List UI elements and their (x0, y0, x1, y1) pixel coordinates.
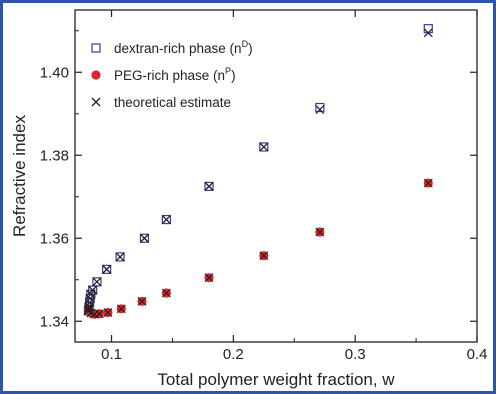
data-point (92, 277, 102, 287)
cross-stroke (103, 308, 113, 317)
axis-ticks (75, 10, 478, 342)
data-point (259, 251, 269, 261)
cross-stroke (315, 227, 325, 237)
data-point (139, 233, 149, 243)
y-tick-label: 1.34 (40, 313, 69, 330)
data-point (423, 178, 433, 188)
x-tick-label: 0.3 (345, 346, 366, 363)
data-point (204, 181, 214, 191)
data-point (161, 214, 171, 225)
y-axis-title: Refractive index (10, 115, 29, 237)
legend-marker (91, 43, 101, 53)
data-point (423, 24, 433, 34)
cross-stroke (161, 288, 171, 298)
legend-marker (91, 97, 101, 107)
cross-stroke (204, 273, 214, 283)
legend-label: theoretical estimate (114, 95, 231, 110)
data-point (137, 296, 147, 306)
cross-stroke (315, 105, 325, 115)
data-point (102, 264, 112, 274)
series-1 (83, 178, 433, 319)
x-tick-label: 0.2 (223, 346, 244, 363)
legend: dextran-rich phase (nD) PEG-rich phase (n… (91, 39, 253, 110)
data-point (92, 277, 102, 287)
data-point (161, 215, 171, 225)
data-point (115, 252, 125, 262)
series-2 (83, 28, 433, 319)
cross-stroke (92, 277, 102, 287)
data-point (315, 105, 325, 115)
cross-stroke (139, 233, 149, 243)
cross-stroke (423, 28, 433, 38)
x-tick-label: 0.1 (101, 346, 122, 363)
legend-label: PEG-rich phase (nP) (114, 66, 236, 83)
x-tick-label: 0.4 (467, 346, 488, 363)
data-point (315, 227, 325, 237)
data-point (88, 285, 98, 295)
cross-stroke (83, 304, 93, 314)
data-point (115, 252, 125, 262)
data-point (315, 102, 325, 113)
data-points (83, 24, 433, 319)
cross-stroke (86, 308, 96, 318)
legend-marker (91, 70, 101, 80)
cross-stroke (259, 142, 269, 152)
y-tick-label: 1.36 (40, 230, 69, 247)
cross-stroke (423, 178, 433, 188)
cross-stroke (259, 251, 269, 261)
cross-stroke (161, 215, 171, 225)
plot-area (74, 9, 478, 343)
data-point (204, 181, 214, 191)
data-point (102, 264, 112, 274)
cross-stroke (94, 309, 104, 319)
data-point (103, 308, 113, 317)
cross-stroke (137, 296, 147, 306)
data-point (116, 304, 126, 314)
data-point (204, 273, 214, 283)
x-axis-title: Total polymer weight fraction, w (157, 370, 395, 389)
y-tick-label: 1.38 (40, 147, 69, 164)
cross-stroke (116, 304, 126, 314)
cross-stroke (102, 264, 112, 274)
cross-stroke (91, 97, 101, 107)
data-point (161, 288, 171, 298)
data-point (259, 142, 269, 152)
data-point (259, 142, 269, 152)
y-tick-label: 1.40 (40, 64, 69, 81)
cross-stroke (88, 285, 98, 295)
legend-label: dextran-rich phase (nD) (114, 39, 253, 56)
data-point (139, 233, 150, 243)
cross-stroke (204, 181, 214, 191)
data-point (423, 28, 433, 38)
axis-tick-labels: 0.1 0.2 0.3 0.4 1.34 1.36 1.38 1.40 (40, 64, 488, 363)
cross-stroke (115, 252, 125, 262)
data-point (94, 309, 104, 319)
